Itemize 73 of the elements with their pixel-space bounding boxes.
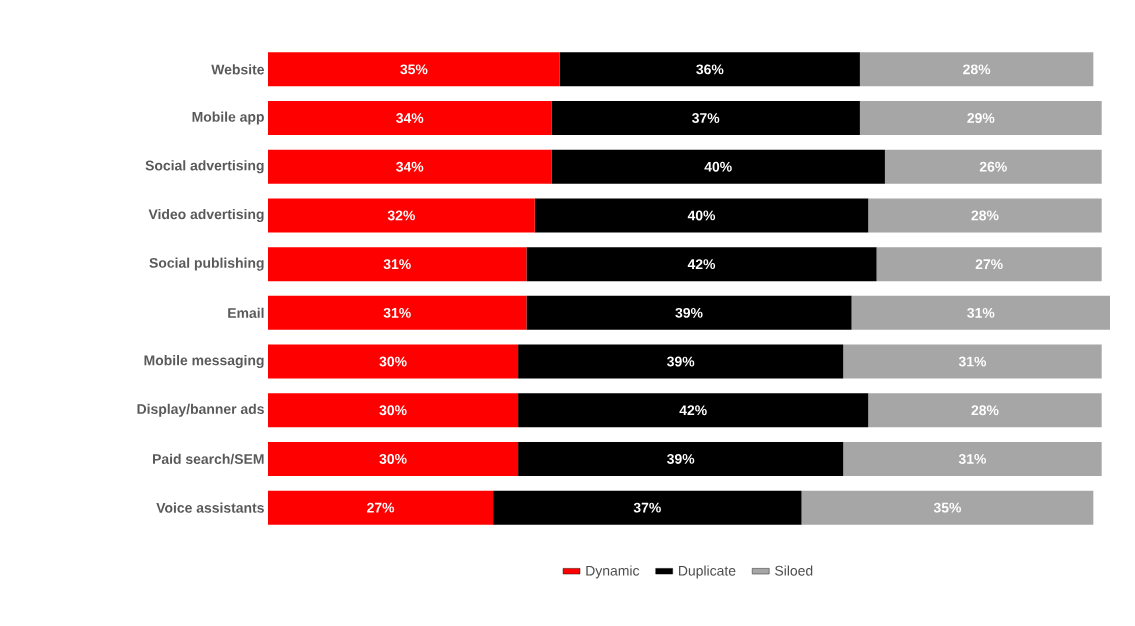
bar — [859, 52, 1094, 87]
bar — [876, 247, 1102, 282]
data-label: 31% — [967, 307, 995, 318]
data-label: 31% — [383, 259, 411, 270]
legend-label: Siloed — [775, 565, 813, 576]
y-tick-label: Mobile app — [192, 111, 264, 125]
legend-label: Dynamic — [586, 565, 640, 579]
data-label: 31% — [958, 356, 987, 367]
data-label: 29% — [967, 113, 995, 123]
data-label: 34% — [396, 161, 424, 172]
data-label: 30% — [379, 405, 407, 416]
bar — [859, 101, 1102, 136]
bar — [843, 441, 1102, 476]
data-label: 31% — [958, 453, 987, 464]
bar — [534, 198, 869, 233]
bar — [268, 295, 527, 330]
data-label: 40% — [687, 210, 716, 221]
y-tick-label: Social publishing — [149, 257, 264, 271]
bar — [268, 490, 494, 525]
data-label: 30% — [379, 356, 407, 367]
bar — [268, 344, 519, 379]
data-label: 39% — [675, 307, 703, 318]
y-tick-label: Display/banner ads — [137, 403, 264, 417]
data-label: 39% — [667, 356, 695, 367]
y-tick-label: Website — [211, 64, 265, 75]
data-label: 42% — [687, 259, 716, 270]
data-label: 35% — [933, 502, 962, 513]
bar — [493, 490, 802, 525]
y-tick-label: Paid search/SEM — [153, 453, 264, 465]
bar — [268, 52, 560, 87]
data-label: 37% — [633, 502, 661, 513]
data-label: 27% — [367, 502, 395, 513]
bar — [268, 198, 535, 233]
bar — [526, 295, 852, 330]
data-label: 28% — [971, 405, 999, 416]
bar — [518, 441, 844, 476]
data-label: 28% — [971, 210, 999, 221]
bar — [843, 344, 1102, 379]
y-tick-label: Social advertising — [145, 160, 264, 174]
data-label: 37% — [692, 113, 720, 123]
data-label: 31% — [383, 307, 411, 318]
y-tick-label: Voice assistants — [156, 502, 264, 513]
bar — [559, 52, 860, 87]
bar — [518, 393, 869, 428]
data-label: 42% — [679, 405, 707, 416]
bar — [884, 149, 1102, 184]
data-label: 30% — [379, 453, 407, 464]
bar — [851, 295, 1111, 330]
y-tick-label: Mobile messaging — [144, 355, 264, 369]
data-label: 34% — [396, 113, 424, 123]
bar — [526, 247, 877, 282]
data-label: 36% — [696, 64, 724, 75]
bar — [268, 101, 552, 136]
y-tick-label: Video advertising — [148, 208, 264, 222]
bar — [518, 344, 844, 379]
bar — [268, 393, 519, 428]
bar — [551, 149, 885, 184]
bar — [268, 441, 519, 476]
bar — [801, 490, 1094, 525]
data-label: 27% — [975, 259, 1003, 270]
y-tick-label: Email — [228, 307, 264, 318]
data-label: 40% — [704, 161, 732, 172]
bar — [868, 198, 1102, 233]
data-label: 32% — [387, 210, 415, 221]
bar — [868, 393, 1102, 428]
bar — [551, 101, 860, 136]
data-label: 28% — [963, 64, 991, 75]
data-label: 35% — [400, 64, 428, 75]
bar — [268, 247, 527, 282]
data-label: 39% — [667, 453, 695, 464]
bar — [268, 149, 552, 184]
legend-label: Duplicate — [679, 565, 736, 579]
data-label: 26% — [979, 161, 1007, 172]
